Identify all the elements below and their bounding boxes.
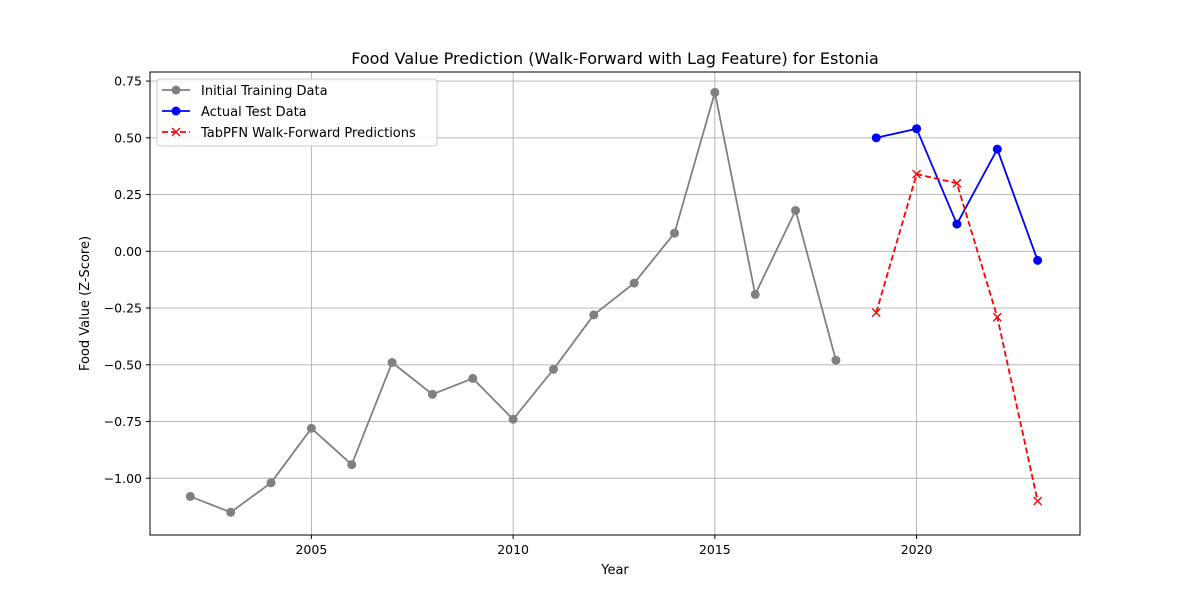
legend-marker <box>171 106 181 116</box>
series-layer <box>185 87 1043 517</box>
data-point <box>589 310 599 320</box>
data-point <box>266 478 276 488</box>
axis-ticks: 2005 2010 2015 2020 0.75 0.50 0.25 0.00 −0.25 −0.… <box>104 74 933 557</box>
y-tick-label: −1.00 <box>104 471 142 486</box>
legend-box <box>156 78 438 147</box>
legend-marker <box>171 127 181 137</box>
data-point <box>226 507 236 517</box>
data-point <box>387 358 397 368</box>
series-0 <box>185 87 841 517</box>
data-point <box>912 124 922 134</box>
y-tick-label: 0.25 <box>114 187 142 202</box>
series-2 <box>871 169 1043 506</box>
chart-title: Food Value Prediction (Walk-Forward with… <box>351 49 879 68</box>
y-tick-label: 0.75 <box>114 74 142 89</box>
data-point <box>468 373 478 383</box>
data-point <box>912 169 922 179</box>
x-axis-label: Year <box>600 563 629 578</box>
plot-frame <box>149 71 1081 536</box>
x-tick-label: 2020 <box>901 542 933 557</box>
data-point <box>427 389 437 399</box>
data-point <box>871 133 881 143</box>
series-1 <box>871 124 1043 265</box>
y-tick-label: −0.25 <box>104 301 142 316</box>
data-point <box>508 414 518 424</box>
data-point <box>710 87 720 97</box>
data-point <box>629 278 639 288</box>
y-axis-label: Food Value (Z-Score) <box>78 236 93 371</box>
y-tick-label: −0.75 <box>104 414 142 429</box>
y-tick-label: 0.00 <box>114 244 142 259</box>
data-point <box>952 219 962 229</box>
x-tick-label: 2005 <box>295 542 327 557</box>
data-point <box>548 364 558 374</box>
legend-label-training: Initial Training Data <box>201 84 328 99</box>
data-point <box>1033 255 1043 265</box>
data-point <box>791 205 801 215</box>
data-point <box>1033 496 1043 506</box>
data-point <box>952 178 962 188</box>
legend-keys <box>162 85 190 137</box>
legend-marker <box>171 85 181 95</box>
data-point <box>992 144 1002 154</box>
data-point <box>306 423 316 433</box>
data-point <box>871 308 881 318</box>
x-tick-label: 2015 <box>699 542 731 557</box>
data-point <box>347 460 357 470</box>
legend-label-actual: Actual Test Data <box>201 105 307 120</box>
data-point <box>750 289 760 299</box>
legend: Initial Training Data Actual Test Data T… <box>156 78 438 147</box>
x-tick-label: 2010 <box>497 542 529 557</box>
legend-label-predictions: TabPFN Walk-Forward Predictions <box>200 126 416 141</box>
data-point <box>992 312 1002 322</box>
data-point <box>670 228 680 238</box>
y-tick-label: 0.50 <box>114 130 142 145</box>
data-point <box>831 355 841 365</box>
y-tick-label: −0.50 <box>104 357 142 372</box>
data-point <box>185 491 195 501</box>
